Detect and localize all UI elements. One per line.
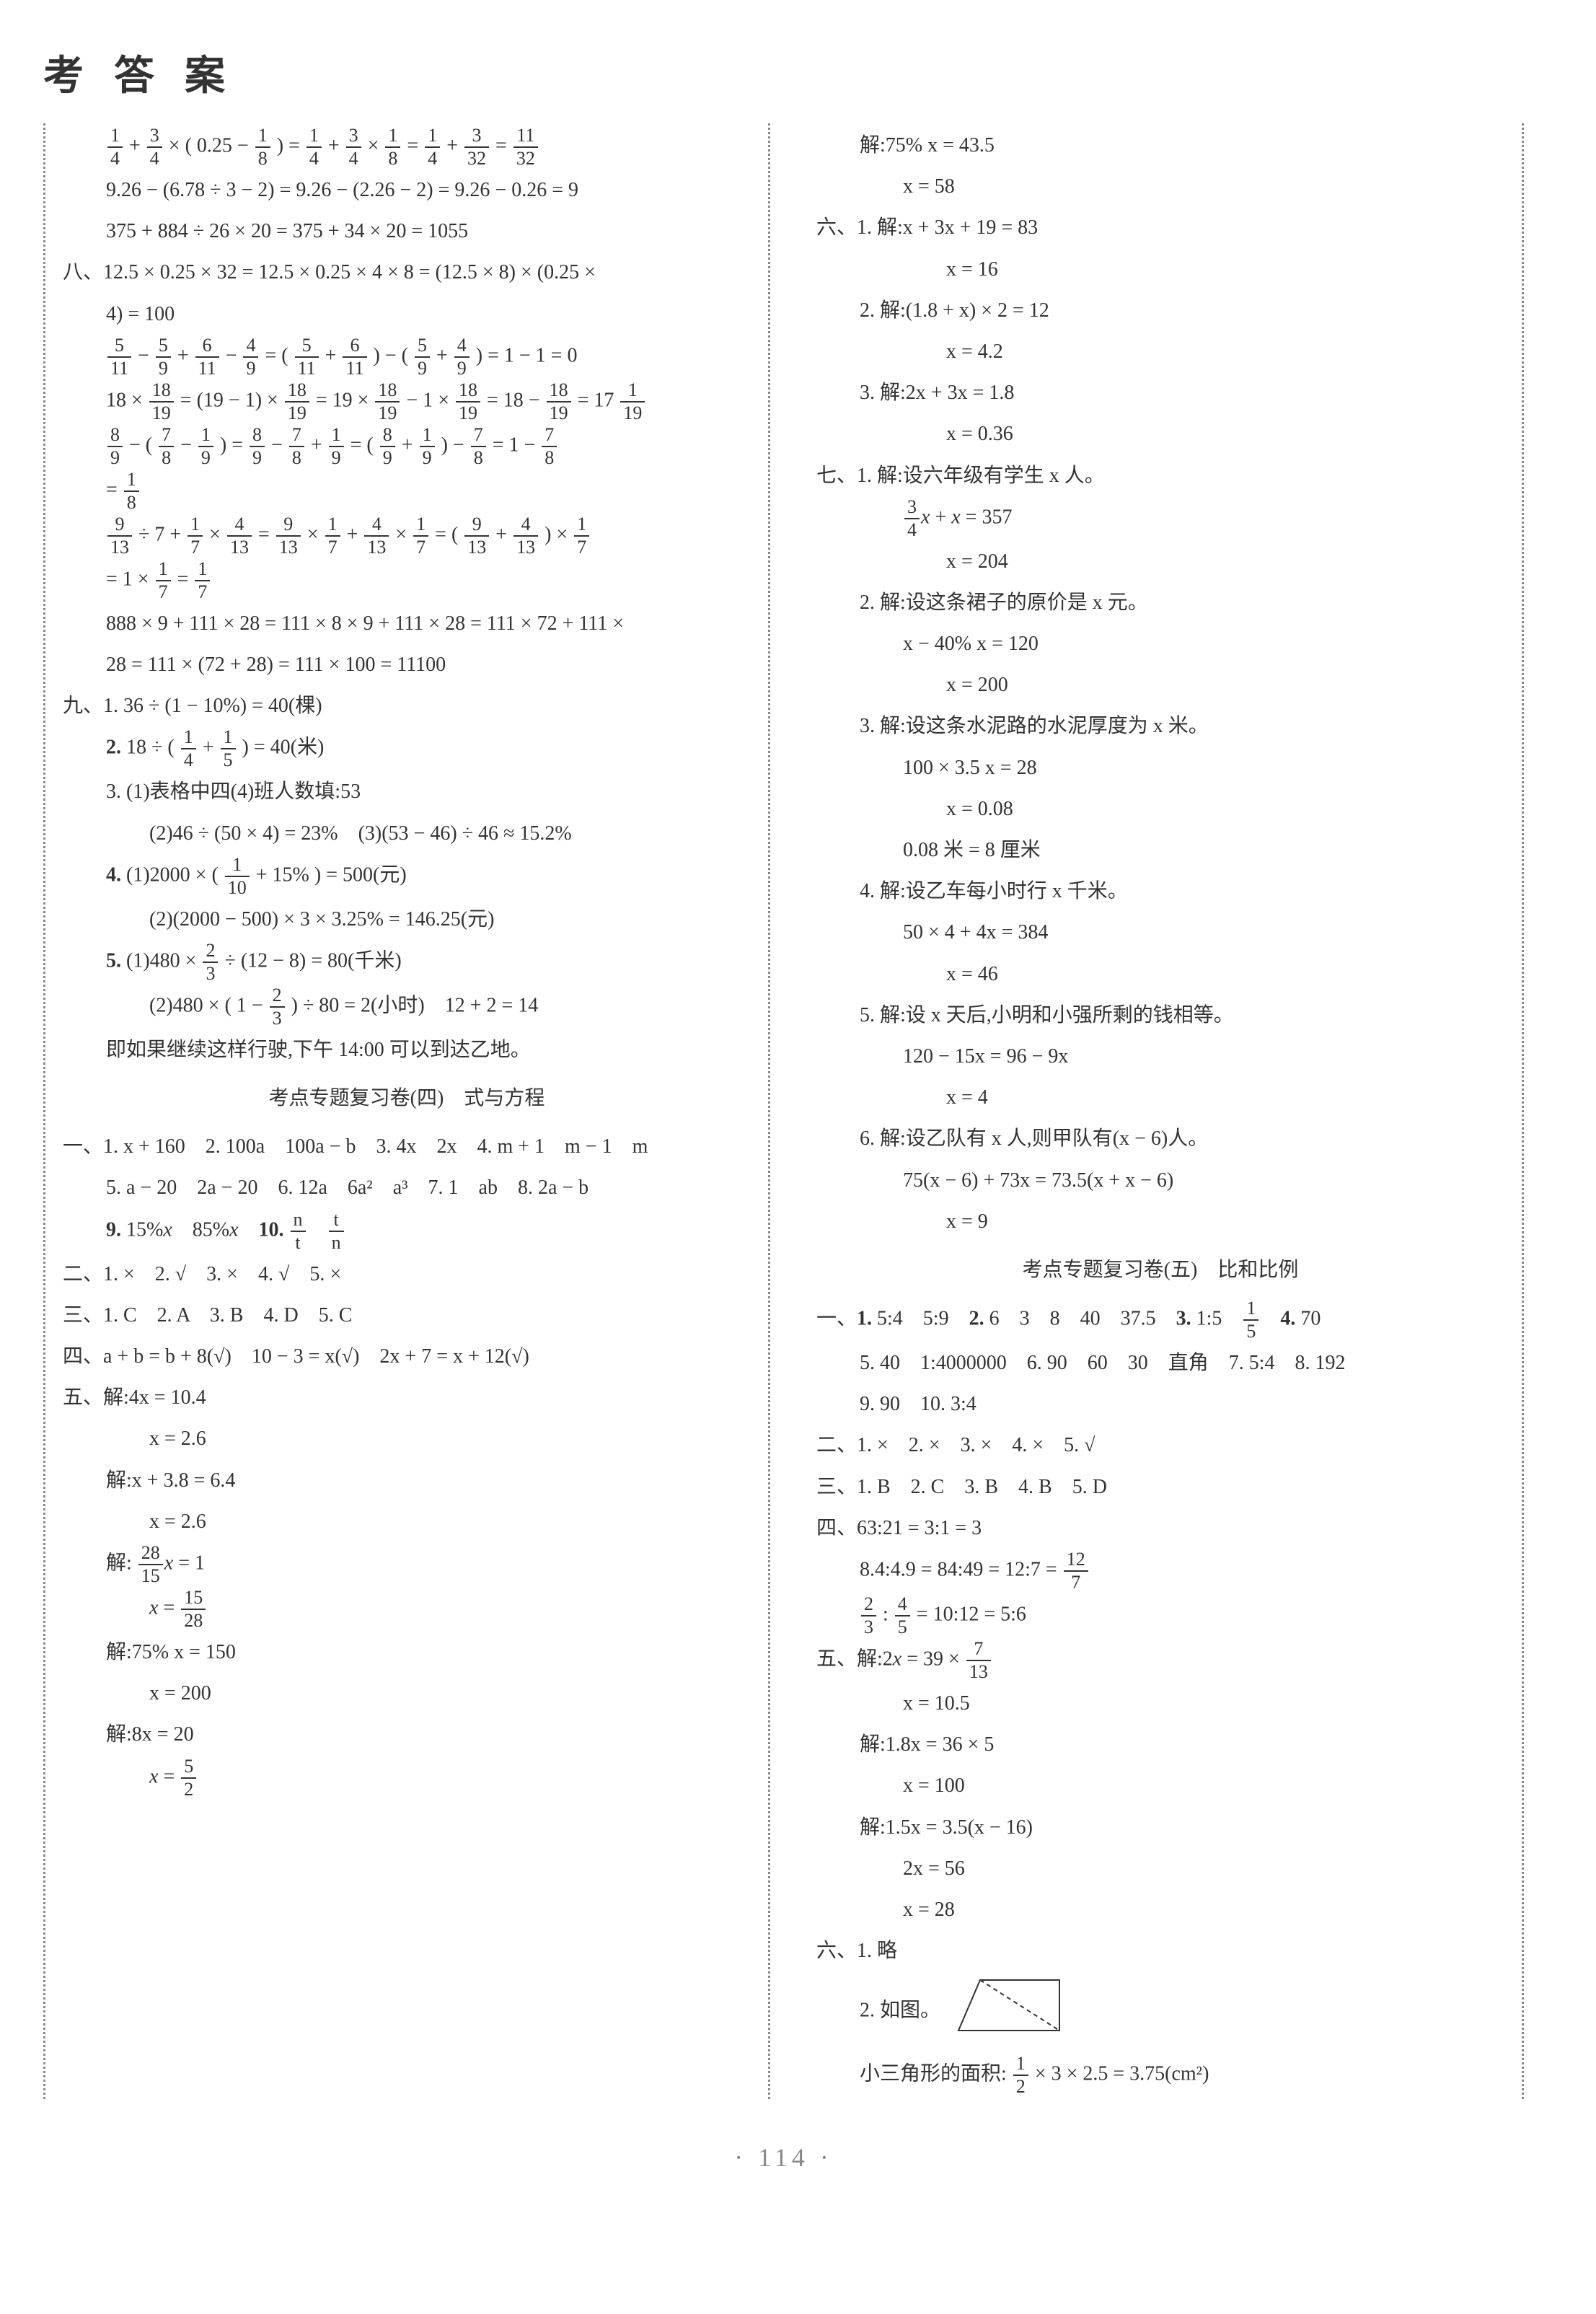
answer-line: 四、a + b = b + 8(√) 10 − 3 = x(√) 2x + 7 … <box>63 1337 751 1376</box>
answer-line: 100 × 3.5 x = 28 <box>816 749 1504 787</box>
answer-line: x = 16 <box>816 250 1504 289</box>
answer-line: 三、1. B 2. C 3. B 4. B 5. D <box>816 1468 1504 1506</box>
page-title: 考 答 案 <box>43 43 1524 102</box>
answer-line: 75(x − 6) + 73x = 73.5(x + x − 6) <box>816 1161 1504 1200</box>
answer-line: 五、解:4x = 10.4 <box>63 1378 751 1417</box>
answer-line: x = 28 <box>816 1891 1504 1929</box>
math-line: 5. (1)480 × 23 ÷ (12 − 8) = 80(千米) <box>63 941 751 983</box>
answer-line: 解:1.8x = 36 × 5 <box>816 1725 1504 1764</box>
math-line: 4) = 100 <box>63 295 751 333</box>
math-line: 913 ÷ 7 + 17 × 413 = 913 × 17 + 413 × 17… <box>63 515 751 557</box>
answer-line: x = 2.6 <box>63 1420 751 1458</box>
answer-line: 2x = 56 <box>816 1849 1504 1888</box>
answer-line: x = 10.5 <box>816 1684 1504 1723</box>
fraction: 14 <box>107 126 123 168</box>
answer-line: x = 204 <box>816 542 1504 581</box>
answer-line: 二、1. × 2. √ 3. × 4. √ 5. × <box>63 1255 751 1293</box>
math-line: (2)(2000 − 500) × 3 × 3.25% = 146.25(元) <box>63 900 751 938</box>
answer-line: x = 46 <box>816 955 1504 993</box>
answer-line: 6. 解:设乙队有 x 人,则甲队有(x − 6)人。 <box>816 1119 1504 1158</box>
answer-line: 小三角形的面积: 12 × 3 × 2.5 = 3.75(cm²) <box>816 2054 1504 2096</box>
math-line: 14 + 34 × ( 0.25 − 18 ) = 14 + 34 × 18 =… <box>63 126 751 168</box>
math-line: 375 + 884 ÷ 26 × 20 = 375 + 34 × 20 = 10… <box>63 212 751 250</box>
answer-line: x = 9 <box>816 1202 1504 1241</box>
answer-line: x = 0.08 <box>816 790 1504 828</box>
answer-line: 解:8x = 20 <box>63 1715 751 1754</box>
answer-line: 5. 解:设 x 天后,小明和小强所剩的钱相等。 <box>816 996 1504 1034</box>
answer-line: 解:1.5x = 3.5(x − 16) <box>816 1808 1504 1847</box>
answer-line: 三、1. C 2. A 3. B 4. D 5. C <box>63 1296 751 1334</box>
answer-line: 2. 如图。 <box>816 1973 1504 2051</box>
two-column-layout: 14 + 34 × ( 0.25 − 18 ) = 14 + 34 × 18 =… <box>43 123 1524 2099</box>
math-line: 即如果继续这样行驶,下午 14:00 可以到达乙地。 <box>63 1031 751 1069</box>
answer-line: 3. 解:设这条水泥路的水泥厚度为 x 米。 <box>816 707 1504 745</box>
math-line: 28 = 111 × (72 + 28) = 111 × 100 = 11100 <box>63 646 751 684</box>
section-title-4: 考点专题复习卷(四) 式与方程 <box>63 1079 751 1117</box>
math-line: (2)480 × ( 1 − 23 ) ÷ 80 = 2(小时) 12 + 2 … <box>63 986 751 1028</box>
answer-line: x = 4 <box>816 1078 1504 1117</box>
answer-line: 五、解:2x = 39 × 713 <box>816 1640 1504 1681</box>
answer-line: 解:75% x = 43.5 <box>816 126 1504 164</box>
answer-line: 六、1. 解:x + 3x + 19 = 83 <box>816 208 1504 247</box>
math-line: 511 − 59 + 611 − 49 = ( 511 + 611 ) − ( … <box>63 336 751 378</box>
answer-line: x = 200 <box>63 1674 751 1712</box>
answer-line: 解:x + 3.8 = 6.4 <box>63 1461 751 1500</box>
answer-line: 解: 2815x = 1 <box>63 1544 751 1585</box>
math-line: 888 × 9 + 111 × 28 = 111 × 8 × 9 + 111 ×… <box>63 604 751 643</box>
answer-line: 5. a − 20 2a − 20 6. 12a 6a² a³ 7. 1 ab … <box>63 1169 751 1207</box>
answer-line: x = 58 <box>816 167 1504 206</box>
answer-line: 一、1. x + 160 2. 100a 100a − b 3. 4x 2x 4… <box>63 1127 751 1166</box>
answer-line: 34x + x = 357 <box>816 498 1504 540</box>
answer-line: 23 : 45 = 10:12 = 5:6 <box>816 1595 1504 1637</box>
math-line: 18 × 1819 = (19 − 1) × 1819 = 19 × 1819 … <box>63 381 751 423</box>
answer-line: 2. 解:(1.8 + x) × 2 = 12 <box>816 291 1504 330</box>
answer-line: 七、1. 解:设六年级有学生 x 人。 <box>816 457 1504 495</box>
answer-line: 0.08 米 = 8 厘米 <box>816 831 1504 869</box>
math-line: = 1 × 17 = 17 <box>63 560 751 602</box>
answer-line: x = 1528 <box>63 1588 751 1630</box>
math-line: 3. (1)表格中四(4)班人数填:53 <box>63 773 751 811</box>
math-line: 九、1. 36 ÷ (1 − 10%) = 40(棵) <box>63 687 751 725</box>
answer-line: x = 2.6 <box>63 1503 751 1541</box>
math-line: = 18 <box>63 470 751 512</box>
right-column: 解:75% x = 43.5 x = 58 六、1. 解:x + 3x + 19… <box>799 123 1524 2099</box>
math-line: 2. 18 ÷ ( 14 + 15 ) = 40(米) <box>63 728 751 770</box>
trapezoid-svg <box>951 1973 1067 2038</box>
answer-line: x = 52 <box>63 1757 751 1799</box>
answer-line: 二、1. × 2. × 3. × 4. × 5. √ <box>816 1426 1504 1464</box>
answer-line: 一、1. 5:4 5:9 2. 6 3 8 40 37.5 3. 1:5 15 … <box>816 1299 1504 1341</box>
answer-line: 4. 解:设乙车每小时行 x 千米。 <box>816 872 1504 910</box>
answer-line: x = 100 <box>816 1767 1504 1805</box>
answer-line: 9. 15%x 85%x 10. nt tn <box>63 1210 751 1252</box>
trapezoid-figure <box>951 1973 1067 2051</box>
math-line: 9.26 − (6.78 ÷ 3 − 2) = 9.26 − (2.26 − 2… <box>63 171 751 209</box>
math-line: (2)46 ÷ (50 × 4) = 23% (3)(53 − 46) ÷ 46… <box>63 814 751 853</box>
answer-line: 8.4:4.9 = 84:49 = 12:7 = 127 <box>816 1550 1504 1592</box>
section-title-5: 考点专题复习卷(五) 比和比例 <box>816 1251 1504 1289</box>
answer-line: 9. 90 10. 3:4 <box>816 1385 1504 1423</box>
answer-line: 3. 解:2x + 3x = 1.8 <box>816 374 1504 412</box>
answer-line: 解:75% x = 150 <box>63 1633 751 1671</box>
answer-line: 2. 解:设这条裙子的原价是 x 元。 <box>816 584 1504 622</box>
answer-line: 50 × 4 + 4x = 384 <box>816 913 1504 951</box>
answer-line: 120 − 15x = 96 − 9x <box>816 1037 1504 1075</box>
math-line: 4. (1)2000 × ( 110 + 15% ) = 500(元) <box>63 855 751 897</box>
answer-line: 六、1. 略 <box>816 1932 1504 1970</box>
answer-line: x = 0.36 <box>816 415 1504 453</box>
answer-line: x = 200 <box>816 666 1504 704</box>
left-column: 14 + 34 × ( 0.25 − 18 ) = 14 + 34 × 18 =… <box>43 123 770 2099</box>
math-line: 89 − ( 78 − 19 ) = 89 − 78 + 19 = ( 89 +… <box>63 426 751 467</box>
answer-line: x − 40% x = 120 <box>816 625 1504 663</box>
math-line: 八、12.5 × 0.25 × 32 = 12.5 × 0.25 × 4 × 8… <box>63 253 751 291</box>
figure-label: 2. 如图。 <box>860 2000 940 2022</box>
answer-line: x = 4.2 <box>816 333 1504 371</box>
answer-line: 四、63:21 = 3:1 = 3 <box>816 1509 1504 1547</box>
answer-line: 5. 40 1:4000000 6. 90 60 30 直角 7. 5:4 8.… <box>816 1344 1504 1382</box>
page-number: · 114 · <box>43 2142 1524 2173</box>
